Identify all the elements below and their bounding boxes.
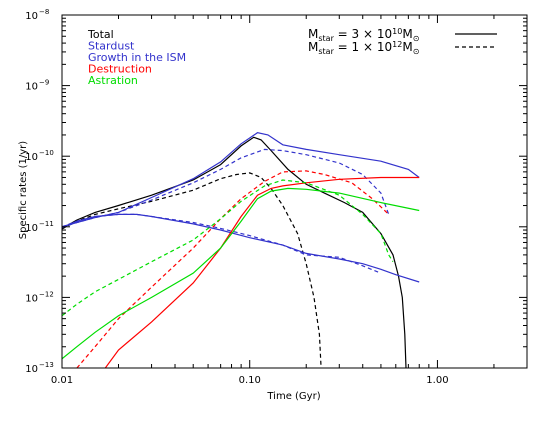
series-line-7 xyxy=(76,170,390,368)
y-tick-label-exponent: −12 xyxy=(39,290,54,298)
y-axis-title: Specific rates (1/yr) xyxy=(18,141,29,239)
legend-entry: Growth in the ISM xyxy=(88,51,186,64)
x-tick-label: 0.10 xyxy=(239,375,261,386)
y-tick-label: 10 xyxy=(25,293,38,304)
y-tick-label-exponent: −9 xyxy=(39,79,49,87)
ticks-layer xyxy=(61,14,528,369)
x-axis-title: Time (Gyr) xyxy=(266,391,320,402)
legend-entry: Total xyxy=(87,28,114,41)
series-line-9 xyxy=(62,179,394,317)
series-layer xyxy=(62,132,420,368)
x-tick-label: 0.01 xyxy=(51,375,73,386)
series-line-8 xyxy=(62,187,420,360)
mass-legend: Mstar = 3 × 1010M⊙Mstar = 1 × 1012M⊙ xyxy=(308,27,497,56)
series-line-6 xyxy=(104,176,420,368)
series-line-4 xyxy=(62,213,420,283)
mass-legend-label: Mstar = 3 × 1010M⊙ xyxy=(308,27,419,43)
y-tick-label: 10 xyxy=(25,152,38,163)
legend-entry: Astration xyxy=(88,74,138,87)
y-tick-label-exponent: −8 xyxy=(39,8,49,16)
y-tick-label: 10 xyxy=(25,364,38,375)
y-tick-label: 10 xyxy=(25,11,38,22)
series-line-3 xyxy=(62,148,390,228)
plot-frame xyxy=(61,14,528,369)
series-line-1 xyxy=(62,172,322,368)
series-line-5 xyxy=(62,213,382,274)
y-tick-label: 10 xyxy=(25,82,38,93)
legend-entry: Stardust xyxy=(88,40,135,53)
mass-legend-label: Mstar = 1 × 1012M⊙ xyxy=(308,40,419,56)
y-tick-label-exponent: −13 xyxy=(39,361,54,369)
x-tick-label: 1.00 xyxy=(426,375,448,386)
y-tick-label-exponent: −11 xyxy=(39,220,54,228)
y-tick-label: 10 xyxy=(25,223,38,234)
y-tick-label-exponent: −10 xyxy=(39,149,54,157)
legend-entry: Destruction xyxy=(88,63,152,76)
series-line-0 xyxy=(62,136,407,368)
